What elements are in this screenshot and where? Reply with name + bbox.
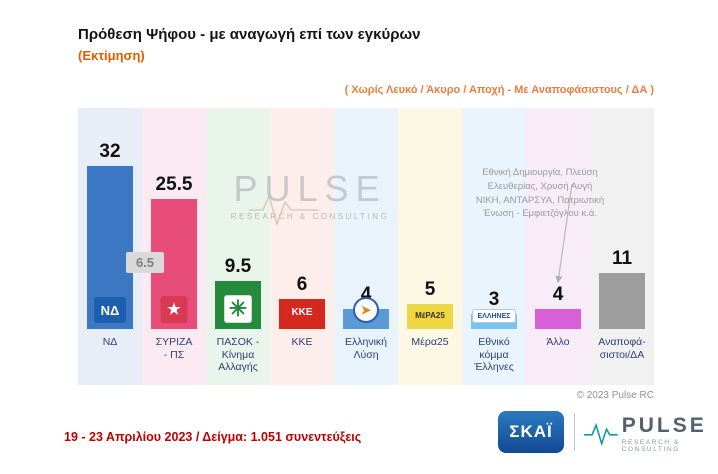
bar-label: Αναποφά- σιστοι/ΔΑ bbox=[598, 336, 646, 361]
bar bbox=[535, 309, 581, 329]
pulse-logo-subtext: RESEARCH & CONSULTING bbox=[621, 439, 681, 453]
bar-value: 6 bbox=[296, 274, 308, 295]
mera25-logo: ΜέΡΑ25 bbox=[410, 308, 450, 323]
annotation-line: Εθνική Δημιουργία, Πλεύση bbox=[482, 167, 598, 178]
bar-column-8: 4 Άλλο bbox=[526, 108, 590, 385]
lead-gap-label: 6.5 bbox=[126, 252, 164, 273]
nd-logo: ΝΔ bbox=[94, 297, 126, 323]
syriza-logo: ★ bbox=[160, 296, 188, 323]
elliniki-lysi-logo: ➤ bbox=[353, 297, 379, 323]
bar bbox=[599, 273, 645, 329]
annotation-line: ΝΙΚΗ, ΑΝΤΑΡΣΥΑ, Πατριωτική bbox=[475, 194, 605, 206]
methodology-note: ( Χωρίς Λευκό / Άκυρο / Αποχή - Με Αναπο… bbox=[344, 84, 654, 96]
bar-value: 25.5 bbox=[155, 174, 193, 195]
bar-value: 3 bbox=[488, 289, 500, 310]
bar-label: Ελληνική Λύση bbox=[344, 336, 387, 361]
pulse-waveform-icon bbox=[584, 422, 618, 446]
logo-divider bbox=[574, 413, 575, 451]
bar-column-9: 11 Αναποφά- σιστοι/ΔΑ bbox=[590, 108, 654, 385]
skai-logo: ΣΚΑΪ bbox=[498, 411, 564, 453]
pasok-logo: ✳ bbox=[224, 295, 252, 323]
bar-columns: 32 ΝΔ ΝΔ 25.5 ★ ΣΥΡΙΖΑ - ΠΣ 9.5 ✳ ΠΑΣΟΚ - Κίνημα… bbox=[78, 108, 654, 385]
page-subtitle: (Εκτίμηση) bbox=[78, 48, 145, 63]
bar-label: ΚΚΕ bbox=[291, 336, 313, 348]
bar-value: 11 bbox=[611, 248, 633, 269]
bar-label: ΝΔ bbox=[102, 336, 118, 348]
bar-column-1: 32 ΝΔ ΝΔ bbox=[78, 108, 142, 385]
pulse-logo-text: PULSE bbox=[621, 414, 707, 437]
copyright-note: © 2023 Pulse RC bbox=[576, 390, 654, 401]
bar-label: ΣΥΡΙΖΑ - ΠΣ bbox=[155, 336, 193, 361]
annotation-arrow-icon bbox=[555, 183, 573, 284]
bar-column-6: 5 ΜέΡΑ25 Μέρα25 bbox=[398, 108, 462, 385]
bar-value: 4 bbox=[360, 284, 372, 305]
pulse-logo: PULSE RESEARCH & CONSULTING bbox=[584, 414, 718, 453]
annotation-line: Ένωση - Εμφιετζόγλου κ.ά. bbox=[483, 208, 597, 220]
bar-column-5: 4 ➤ Ελληνική Λύση bbox=[334, 108, 398, 385]
bar-value: 32 bbox=[99, 141, 121, 162]
bar-label: Άλλο bbox=[546, 336, 570, 348]
bar-column-7: 3 ΕΛΛΗΝΕΣ Εθνικό κόμμα Έλληνες bbox=[462, 108, 526, 385]
bar-value: 4 bbox=[552, 284, 564, 305]
bar-column-3: 9.5 ✳ ΠΑΣΟΚ - Κίνημα Αλλαγής bbox=[206, 108, 270, 385]
bar-column-2: 25.5 ★ ΣΥΡΙΖΑ - ΠΣ bbox=[142, 108, 206, 385]
bar-label: ΠΑΣΟΚ - Κίνημα Αλλαγής bbox=[216, 336, 260, 374]
other-parties-annotation: Εθνική Δημιουργία, Πλεύση Ελευθερίας, Χρ… bbox=[420, 166, 660, 221]
bar-value: 5 bbox=[424, 279, 436, 300]
bar-column-4: 6 ΚΚΕ ΚΚΕ bbox=[270, 108, 334, 385]
skai-logo-text: ΣΚΑΪ bbox=[509, 422, 553, 441]
bar-chart: 32 ΝΔ ΝΔ 25.5 ★ ΣΥΡΙΖΑ - ΠΣ 9.5 ✳ ΠΑΣΟΚ - Κίνημα… bbox=[78, 108, 654, 385]
bar-value: 9.5 bbox=[224, 256, 252, 277]
kke-logo: ΚΚΕ bbox=[286, 302, 318, 323]
bar-label: Εθνικό κόμμα Έλληνες bbox=[474, 336, 514, 374]
page-title: Πρόθεση Ψήφου - με αναγωγή επί των εγκύρ… bbox=[78, 26, 421, 43]
fieldwork-note: 19 - 23 Απριλίου 2023 / Δείγμα: 1.051 συ… bbox=[64, 430, 362, 444]
annotation-line: Ελευθερίας, Χρυσή Αυγή bbox=[487, 180, 593, 192]
ellines-logo: ΕΛΛΗΝΕΣ bbox=[472, 309, 516, 323]
bar-label: Μέρα25 bbox=[411, 336, 449, 348]
